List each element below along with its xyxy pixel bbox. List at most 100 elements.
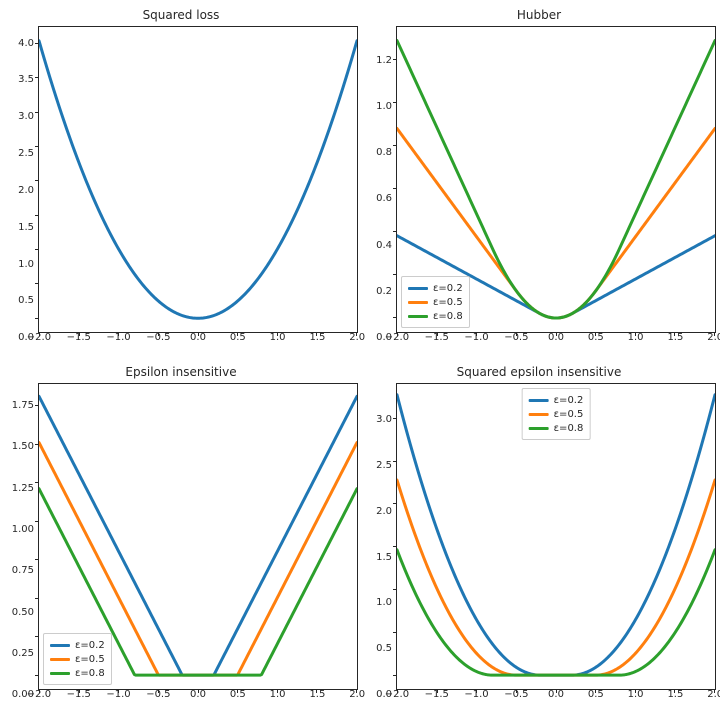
legend-item: ε=0.8: [408, 309, 463, 323]
y-tick: [393, 274, 397, 275]
x-tick-label: −0.5: [504, 333, 528, 343]
y-axis-labels: 0.00.51.01.52.02.53.0: [362, 383, 396, 710]
y-tick-label: 2.0: [376, 507, 392, 517]
y-tick: [393, 589, 397, 590]
y-tick: [35, 405, 39, 406]
legend: ε=0.2ε=0.5 ε=0.8: [401, 276, 470, 328]
x-axis-labels: −2.0−1.5−1.0−0.50.00.51.01.52.0: [38, 690, 358, 710]
x-tick-label: −1.0: [106, 690, 130, 700]
y-tick-label: 2.5: [18, 149, 34, 159]
series-line: [39, 41, 357, 319]
y-tick: [35, 180, 39, 181]
plot-and-x: ε=0.2ε=0.5ε=0.8 −2.0−1.5−1.0−0.50.00.51.…: [38, 383, 358, 710]
y-tick: [35, 215, 39, 216]
y-tick: [35, 77, 39, 78]
x-tick-label: −1.5: [425, 333, 449, 343]
x-tick-label: −1.5: [67, 333, 91, 343]
y-tick: [35, 559, 39, 560]
panel-squared-epsilon-insensitive: Squared epsilon insensitive 0.00.51.01.5…: [360, 361, 718, 718]
panel-title: Squared loss: [4, 8, 358, 26]
y-tick-label: 0.50: [12, 608, 34, 618]
y-tick: [35, 482, 39, 483]
y-tick-label: 0.6: [376, 194, 392, 204]
legend-swatch: [50, 658, 70, 661]
x-tick-label: 0.5: [584, 333, 608, 343]
y-tick: [393, 632, 397, 633]
legend-item: ε=0.8: [529, 421, 584, 435]
y-tick-label: 1.0: [376, 102, 392, 112]
panel-title: Squared epsilon insensitive: [362, 365, 716, 383]
y-tick: [35, 318, 39, 319]
legend-label: ε=0.8: [554, 423, 584, 434]
legend-item: ε=0.5: [529, 407, 584, 421]
legend-swatch: [408, 301, 428, 304]
y-tick: [393, 546, 397, 547]
plot-area: [38, 26, 358, 333]
x-tick-label: 2.0: [703, 690, 720, 700]
y-tick: [35, 146, 39, 147]
legend-item: ε=0.5: [50, 652, 105, 666]
y-tick-label: 1.5: [18, 223, 34, 233]
y-tick: [393, 102, 397, 103]
y-tick: [35, 444, 39, 445]
y-tick: [393, 503, 397, 504]
y-tick: [35, 636, 39, 637]
legend-item: ε=0.5: [408, 295, 463, 309]
legend-label: ε=0.8: [75, 668, 105, 679]
y-tick-label: 0.25: [12, 649, 34, 659]
x-tick-label: −2.0: [27, 690, 51, 700]
legend-swatch: [50, 644, 70, 647]
legend-swatch: [50, 672, 70, 675]
y-tick: [393, 418, 397, 419]
y-tick: [35, 249, 39, 250]
legend-item: ε=0.2: [408, 281, 463, 295]
x-tick-label: 0.0: [186, 333, 210, 343]
panel-huber: Hubber 0.00.20.40.60.81.01.2 ε=0.2ε=0.5ε…: [360, 4, 718, 361]
x-tick-label: −1.5: [425, 690, 449, 700]
y-tick-label: 0.75: [12, 566, 34, 576]
plot-area: ε=0.2ε=0.5 ε=0.8: [396, 26, 716, 333]
y-tick-label: 3.5: [18, 75, 34, 85]
y-axis-labels: 0.00.20.40.60.81.01.2: [362, 26, 396, 353]
y-axis-labels: 0.000.250.500.751.001.251.501.75: [4, 383, 38, 710]
legend-item: ε=0.2: [529, 393, 584, 407]
legend-swatch: [408, 287, 428, 290]
x-tick-label: 0.0: [186, 690, 210, 700]
y-tick: [393, 145, 397, 146]
x-tick-label: −0.5: [146, 690, 170, 700]
y-axis-labels: 0.00.51.01.52.02.53.03.54.0: [4, 26, 38, 353]
y-tick-label: 4.0: [18, 39, 34, 49]
y-tick-label: 1.0: [18, 260, 34, 270]
y-tick-label: 1.25: [12, 484, 34, 494]
plot-and-x: ε=0.2ε=0.5ε=0.8 −2.0−1.5−1.0−0.50.00.51.…: [396, 26, 716, 353]
y-tick-label: 0.4: [376, 241, 392, 251]
legend-label: ε=0.5: [554, 409, 584, 420]
panel-title: Hubber: [362, 8, 716, 26]
x-axis-labels: −2.0−1.5−1.0−0.50.00.51.01.52.0: [396, 690, 716, 710]
y-tick: [393, 231, 397, 232]
x-axis-labels: −2.0−1.5−1.0−0.50.00.51.01.52.0: [396, 333, 716, 353]
panel-epsilon-insensitive: Epsilon insensitive 0.000.250.500.751.00…: [2, 361, 360, 718]
plot-wrap: 0.00.20.40.60.81.01.2 ε=0.2ε=0.5ε=0.8 −2…: [362, 26, 716, 353]
plot-wrap: 0.00.51.01.52.02.53.03.54.0 −2.0−1.5−1.0…: [4, 26, 358, 353]
y-tick: [393, 317, 397, 318]
curves-svg: [39, 27, 357, 332]
y-tick-label: 1.00: [12, 525, 34, 535]
x-tick-label: 2.0: [703, 333, 720, 343]
x-tick-label: −2.0: [27, 333, 51, 343]
y-tick: [35, 521, 39, 522]
y-tick-label: 1.75: [12, 401, 34, 411]
legend-label: ε=0.2: [554, 395, 584, 406]
legend-label: ε=0.5: [75, 654, 105, 665]
x-tick-label: 0.5: [226, 690, 250, 700]
legend-swatch: [408, 315, 428, 318]
x-tick-label: 1.0: [624, 333, 648, 343]
legend-label: ε=0.2: [433, 283, 463, 294]
y-tick-label: 2.0: [18, 186, 34, 196]
y-tick-label: 0.2: [376, 287, 392, 297]
plot-wrap: 0.00.51.01.52.02.53.0 ε=0.2 ε=0.5 ε=0.8 −2…: [362, 383, 716, 710]
y-tick-label: 0.5: [376, 644, 392, 654]
x-tick-label: 1.0: [266, 333, 290, 343]
x-tick-label: 1.5: [305, 333, 329, 343]
legend-label: ε=0.8: [433, 311, 463, 322]
